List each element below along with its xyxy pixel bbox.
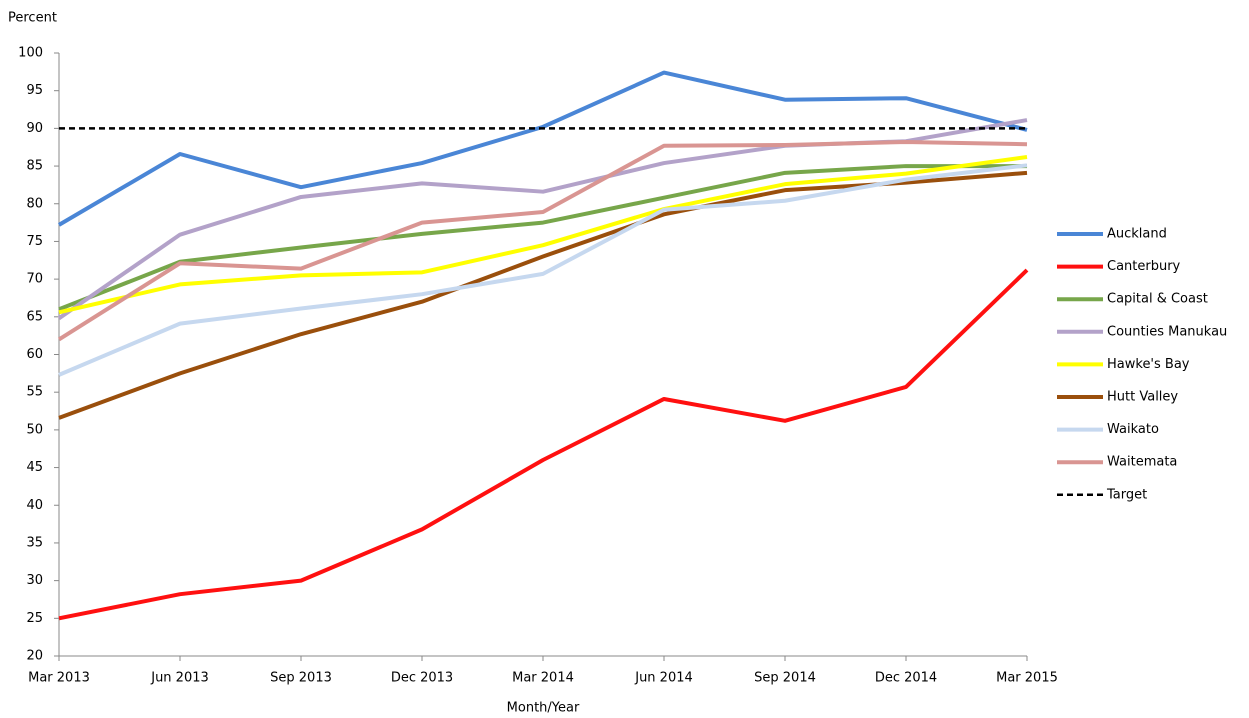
series-line [58, 170, 1028, 420]
x-tick-label: Sep 2014 [754, 671, 816, 686]
x-tick-label: Mar 2013 [28, 671, 90, 686]
series-line [58, 155, 1028, 315]
y-tick-label: 75 [26, 234, 43, 249]
y-tick-label: 100 [18, 46, 43, 61]
y-tick-label: 35 [26, 535, 43, 550]
y-tick-label: 65 [26, 309, 43, 324]
y-tick-label: 45 [26, 460, 43, 475]
x-tick-label: Jun 2014 [634, 671, 693, 686]
x-axis-title: Month/Year [507, 701, 580, 716]
series-line [57, 139, 1028, 342]
y-tick-label: 60 [26, 347, 43, 362]
legend-label: Canterbury [1107, 259, 1181, 274]
x-tick-label: Mar 2015 [996, 671, 1058, 686]
series-line [57, 70, 1028, 227]
legend-label: Auckland [1107, 227, 1167, 242]
x-tick-label: Sep 2013 [270, 671, 332, 686]
x-tick-label: Mar 2014 [512, 671, 574, 686]
y-tick-label: 40 [26, 498, 43, 513]
y-tick-label: 30 [26, 573, 43, 588]
x-tick-label: Dec 2013 [391, 671, 453, 686]
y-tick-label: 50 [26, 422, 43, 437]
x-tick-label: Dec 2014 [875, 671, 937, 686]
series-line [57, 118, 1028, 320]
series-line [58, 268, 1029, 621]
legend-label: Hawke's Bay [1107, 357, 1190, 372]
legend-label: Hutt Valley [1107, 390, 1178, 405]
y-tick-label: 25 [26, 611, 43, 626]
y-tick-label: 55 [26, 385, 43, 400]
legend-label: Waitemata [1107, 455, 1177, 470]
series-line [58, 164, 1027, 312]
legend-label: Counties Manukau [1107, 324, 1227, 339]
y-tick-label: 70 [26, 272, 43, 287]
x-tick-label: Jun 2013 [150, 671, 209, 686]
y-tick-label: 80 [26, 196, 43, 211]
y-tick-label: 90 [26, 121, 43, 136]
y-tick-label: 95 [26, 83, 43, 98]
series-line [58, 163, 1028, 377]
legend-label: Capital & Coast [1107, 292, 1208, 307]
legend-label: Waikato [1107, 422, 1159, 437]
y-tick-label: 20 [26, 649, 43, 664]
y-tick-label: 85 [26, 159, 43, 174]
y-axis-title: Percent [8, 11, 57, 26]
legend-label: Target [1106, 487, 1147, 502]
